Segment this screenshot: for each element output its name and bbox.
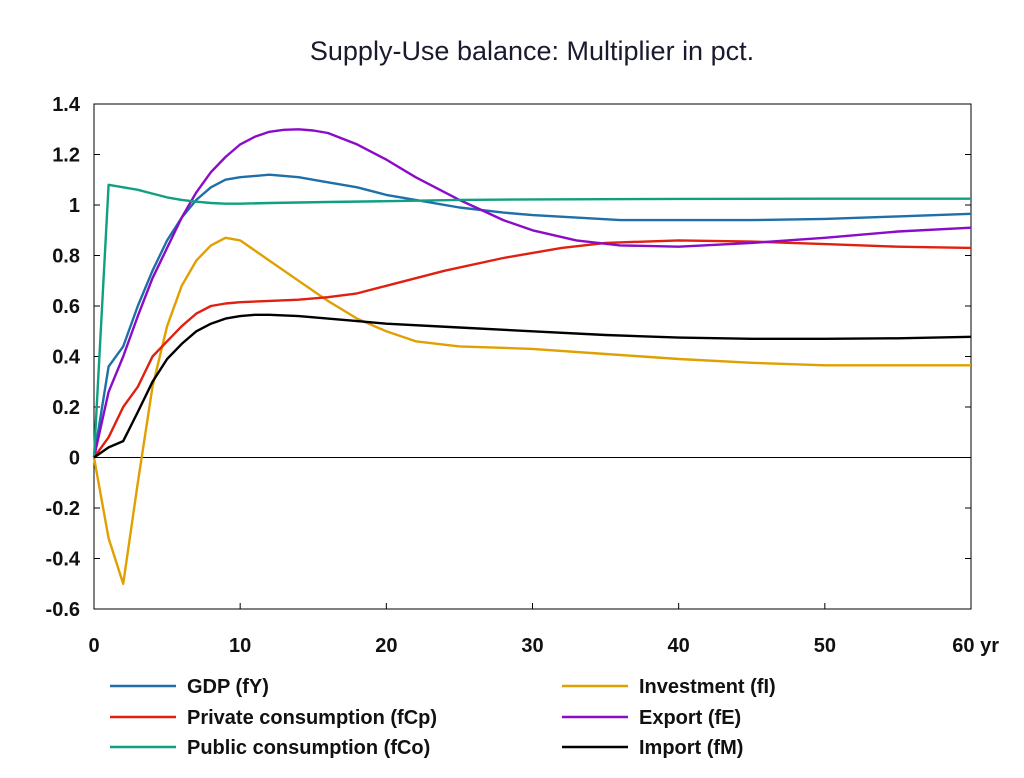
y-tick-label: 1.4 <box>52 94 81 116</box>
y-tick-label: -0.6 <box>46 599 80 621</box>
x-tick-label: 40 <box>668 635 690 657</box>
series-line-investment-fi <box>92 236 971 585</box>
y-tick-label: 1.2 <box>52 145 80 167</box>
x-tick-label: 30 <box>521 635 543 657</box>
legend-label-import-fm: Import (fM) <box>639 737 743 759</box>
legend-label-gdp-fy: GDP (fY) <box>187 676 269 698</box>
legend-label-private-consumption-fcp: Private consumption (fCp) <box>187 707 437 729</box>
legend-label-investment-fi: Investment (fI) <box>639 676 776 698</box>
series-line-public-consumption-fco <box>92 183 971 458</box>
legend: GDP (fY) Investment (fI) Private consumpti… <box>110 676 776 759</box>
x-tick-label: 50 <box>814 635 836 657</box>
y-axis: -0.6 -0.4 -0.2 0 0.2 0.4 0.6 0.8 1 1.2 1.4 <box>46 94 971 621</box>
y-tick-label: 1 <box>69 195 80 217</box>
x-tick-label: 60 yr <box>952 635 999 657</box>
chart-title: Supply-Use balance: Multiplier in pct. <box>310 36 754 66</box>
legend-label-export-fe: Export (fE) <box>639 707 741 729</box>
y-tick-label: 0.2 <box>52 397 80 419</box>
y-tick-label: -0.2 <box>46 498 80 520</box>
y-tick-label: -0.4 <box>46 549 81 571</box>
series-line-export-fe <box>92 128 972 458</box>
series-line-private-consumption-fcp <box>93 239 972 459</box>
series-lines <box>92 128 972 585</box>
plot-area: -0.6 -0.4 -0.2 0 0.2 0.4 0.6 0.8 1 1.2 1.4 0 10 20 30… <box>46 94 1000 657</box>
x-tick-label: 10 <box>229 635 251 657</box>
series-line-import-fm <box>93 313 972 459</box>
y-tick-label: 0 <box>69 448 80 470</box>
y-tick-label: 0.8 <box>52 246 80 268</box>
x-tick-label: 20 <box>375 635 397 657</box>
y-tick-label: 0.4 <box>52 347 81 369</box>
series-line-gdp-fy <box>92 173 972 458</box>
x-axis: 0 10 20 30 40 50 60 yr <box>88 603 999 657</box>
y-tick-label: 0.6 <box>52 296 80 318</box>
legend-label-public-consumption-fco: Public consumption (fCo) <box>187 737 430 759</box>
x-tick-label: 0 <box>88 635 99 657</box>
